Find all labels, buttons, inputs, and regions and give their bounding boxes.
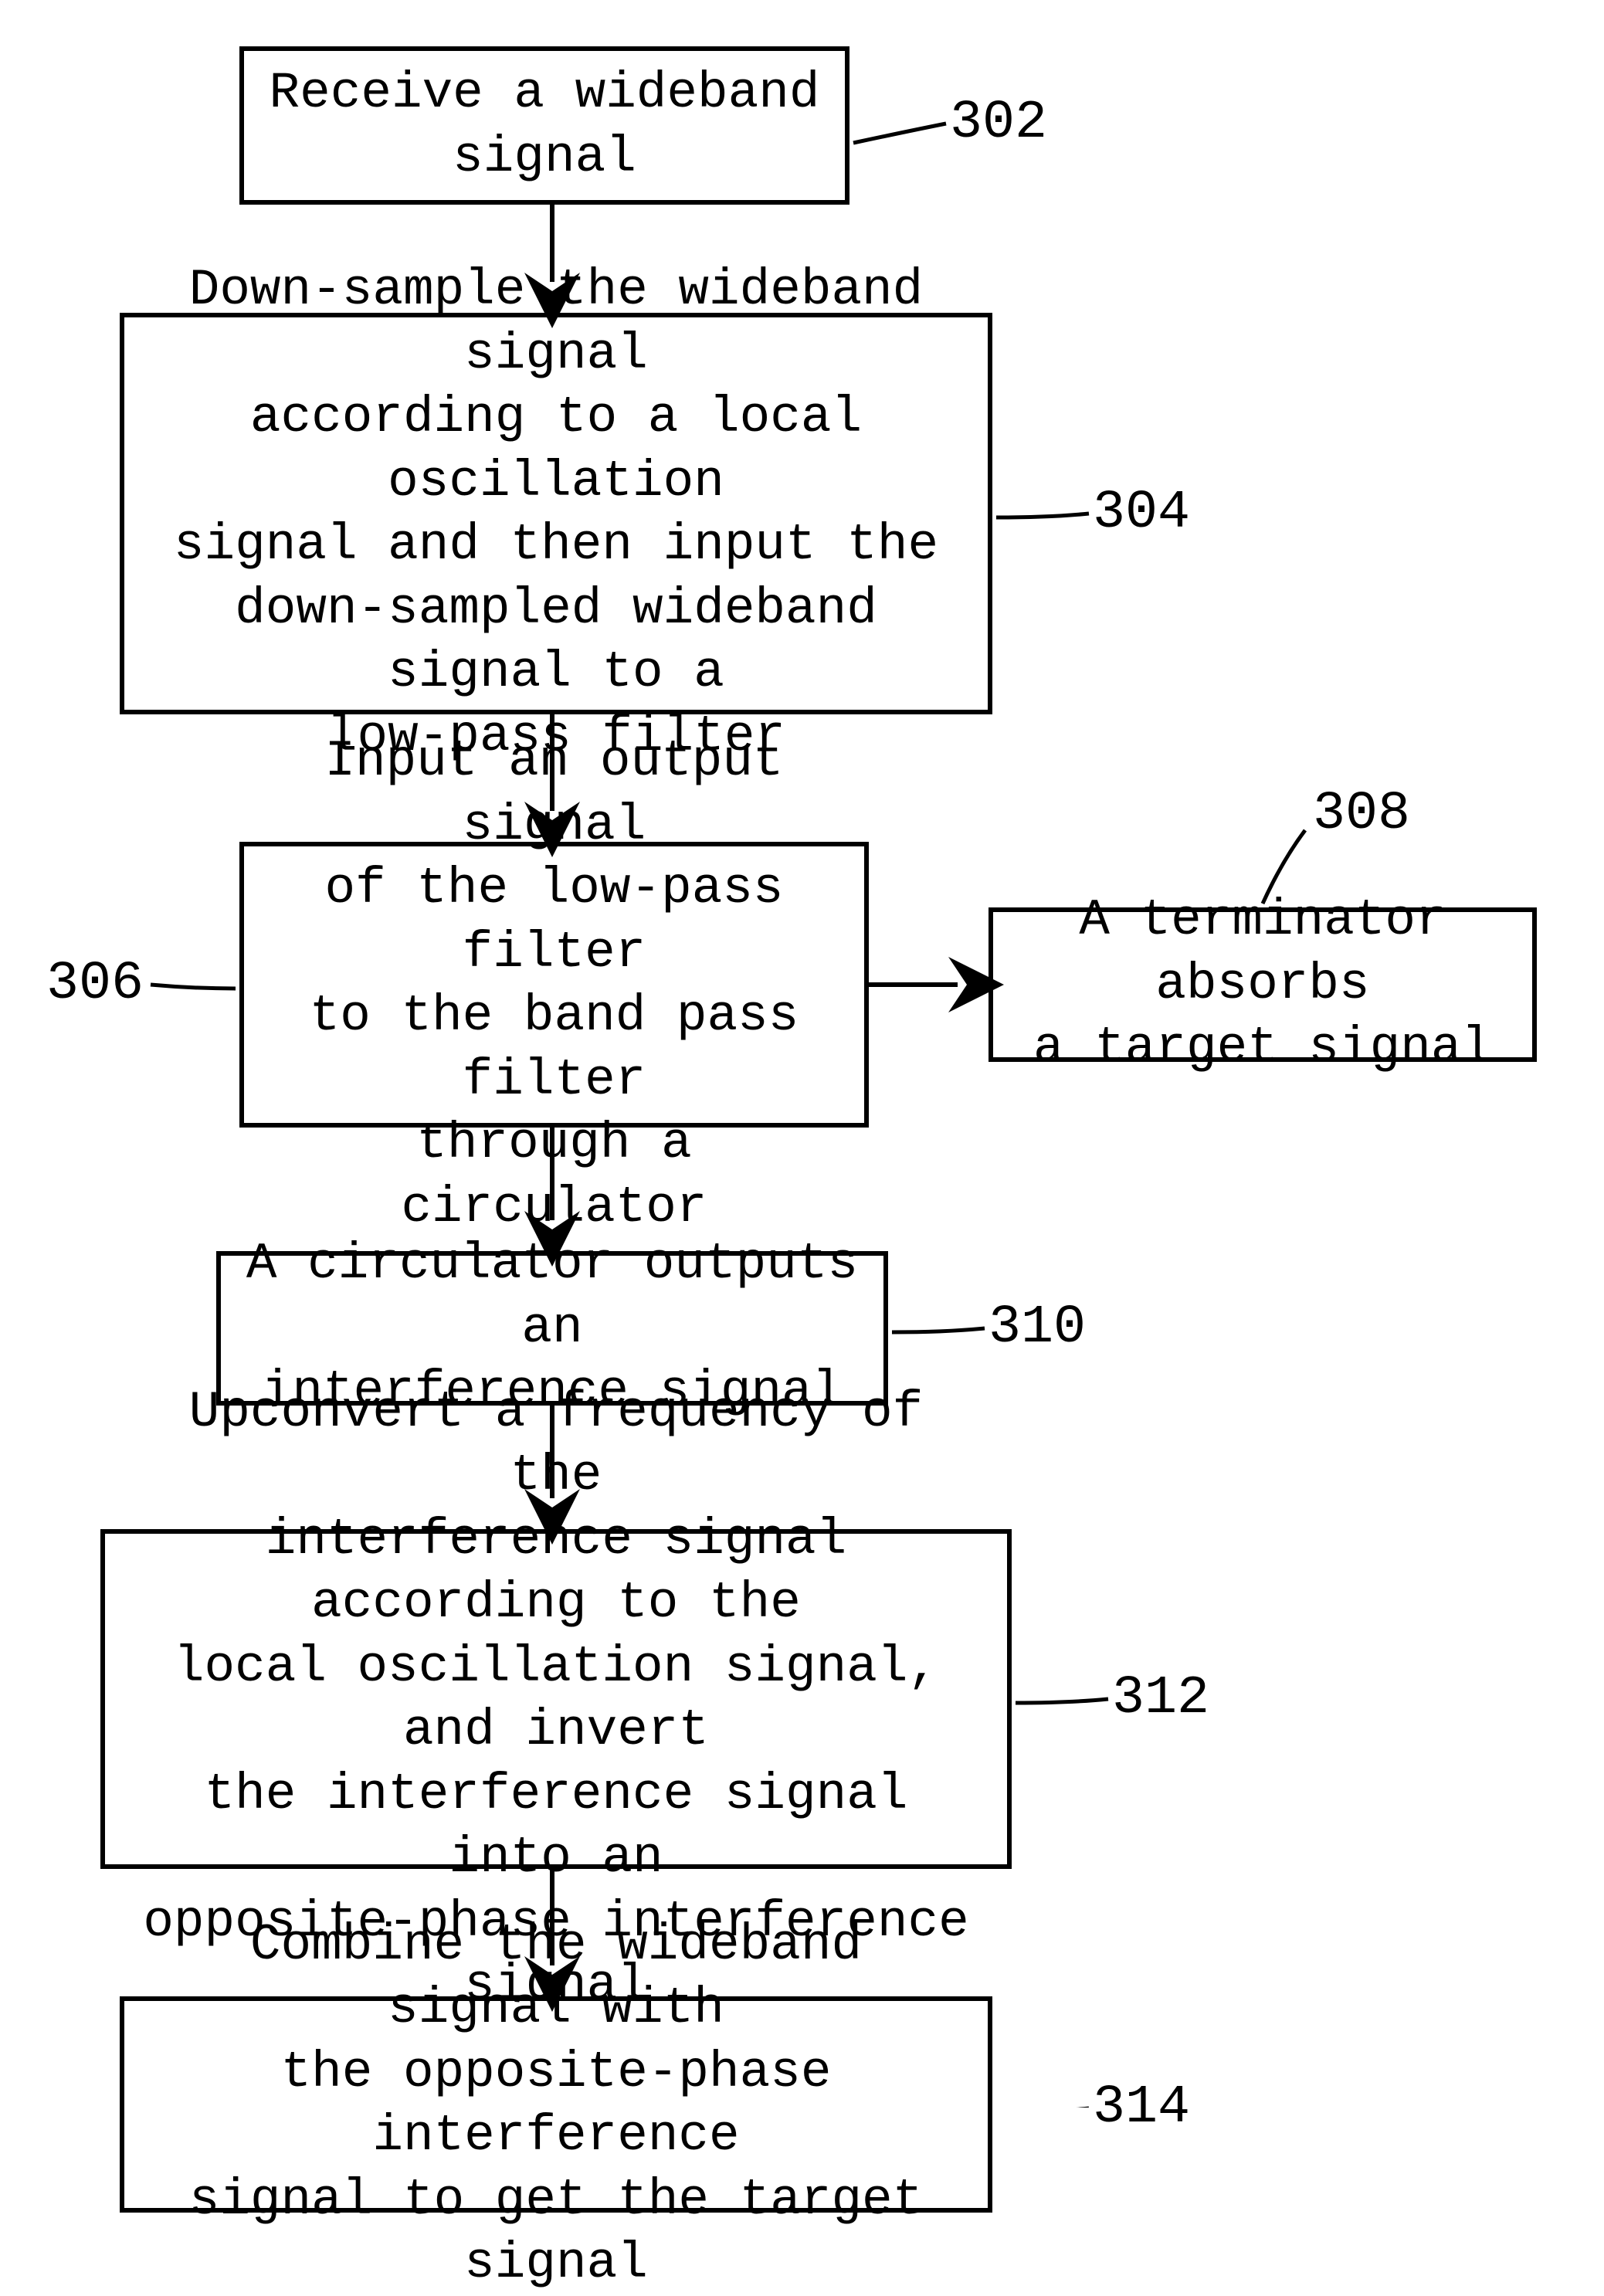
ref-label-308: 308 bbox=[1313, 784, 1410, 845]
ref-label-text: 314 bbox=[1093, 2077, 1190, 2138]
ref-label-314: 314 bbox=[1093, 2077, 1190, 2138]
flow-node-302: Receive a widebandsignal bbox=[239, 46, 849, 205]
ref-label-304: 304 bbox=[1093, 483, 1190, 544]
ref-label-310: 310 bbox=[989, 1297, 1086, 1358]
flow-node-text: Down-sample the wideband signalaccording… bbox=[148, 259, 965, 768]
leader-312 bbox=[1016, 1699, 1108, 1703]
flow-node-306: Input an output signalof the low-pass fi… bbox=[239, 842, 869, 1128]
ref-label-306: 306 bbox=[46, 954, 144, 1015]
flow-node-304: Down-sample the wideband signalaccording… bbox=[120, 313, 992, 714]
ref-label-312: 312 bbox=[1112, 1668, 1209, 1729]
flow-node-308: A terminator absorbsa target signal bbox=[989, 907, 1537, 1062]
ref-label-302: 302 bbox=[950, 93, 1047, 154]
leader-306 bbox=[151, 985, 236, 989]
leader-302 bbox=[853, 124, 946, 143]
ref-label-text: 310 bbox=[989, 1297, 1086, 1358]
ref-label-text: 306 bbox=[46, 954, 144, 1015]
flow-node-text: Receive a widebandsignal bbox=[270, 62, 820, 189]
flow-node-text: Combine the wideband signal withthe oppo… bbox=[148, 1914, 965, 2296]
flow-node-314: Combine the wideband signal withthe oppo… bbox=[120, 1996, 992, 2213]
ref-label-text: 312 bbox=[1112, 1668, 1209, 1729]
ref-label-text: 302 bbox=[950, 93, 1047, 154]
leader-310 bbox=[892, 1328, 985, 1332]
flow-node-text: A terminator absorbsa target signal bbox=[1016, 889, 1509, 1080]
leader-304 bbox=[996, 514, 1089, 517]
ref-label-text: 304 bbox=[1093, 483, 1190, 544]
ref-label-text: 308 bbox=[1313, 784, 1410, 845]
flow-node-text: Input an output signalof the low-pass fi… bbox=[267, 730, 841, 1240]
flow-node-312: Upconvert a frequency of theinterference… bbox=[100, 1529, 1012, 1869]
